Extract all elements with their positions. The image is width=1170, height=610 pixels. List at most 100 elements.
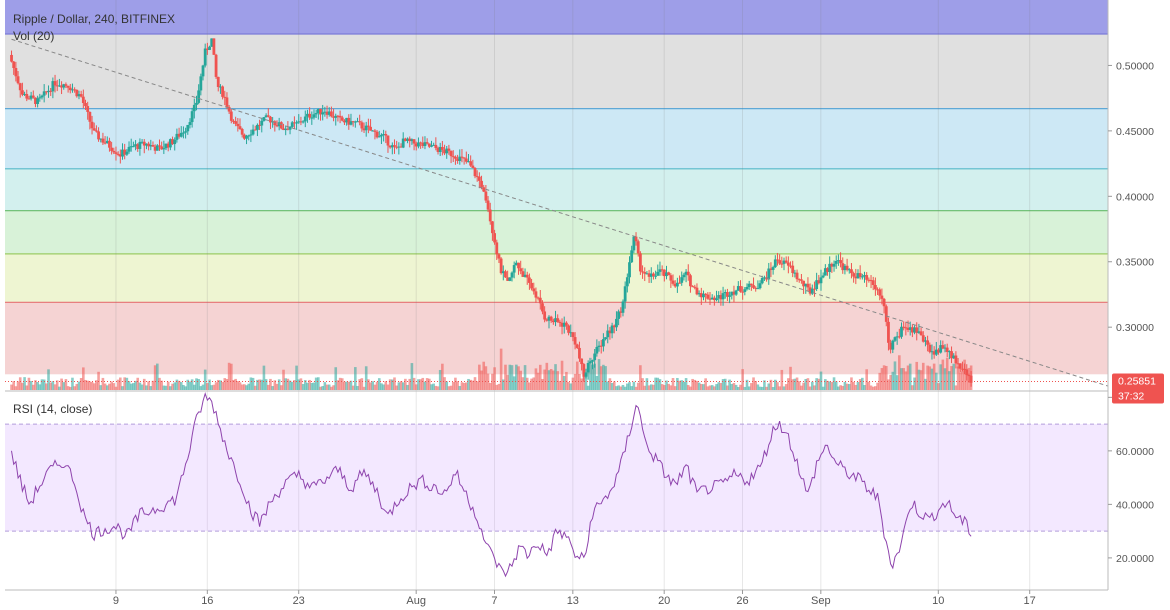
- candle-body: [458, 156, 462, 161]
- candle-body: [358, 121, 362, 123]
- candle-body: [719, 295, 723, 300]
- volume-bar: [826, 380, 829, 390]
- volume-bar: [338, 377, 342, 390]
- volume-bar: [639, 365, 642, 390]
- candle-body: [658, 269, 662, 272]
- candle-body: [62, 84, 66, 88]
- candle-body: [210, 38, 214, 47]
- candle-body: [793, 272, 797, 274]
- candle-body: [384, 134, 388, 136]
- fib-band: [5, 108, 1108, 169]
- candle-body: [634, 236, 638, 242]
- candle-body: [591, 360, 594, 362]
- volume-bar: [53, 384, 57, 390]
- volume-bar: [656, 377, 660, 390]
- volume-bar: [449, 385, 453, 390]
- candle-body: [160, 146, 164, 150]
- volume-bar: [902, 368, 905, 390]
- candle-body: [491, 221, 494, 234]
- volume-bar: [332, 385, 335, 390]
- volume-bar: [911, 385, 914, 390]
- candle-body: [662, 269, 666, 277]
- volume-bar: [898, 355, 901, 390]
- volume-bar: [552, 370, 555, 390]
- volume-bar: [438, 369, 442, 390]
- candle-body: [791, 265, 795, 274]
- candle-body: [969, 375, 973, 383]
- time-tick-label: 17: [1024, 595, 1036, 607]
- time-tick-label: 26: [736, 595, 748, 607]
- candle-body: [562, 322, 566, 327]
- candle-body: [125, 151, 129, 155]
- candle-body: [329, 111, 333, 117]
- volume-bar: [684, 378, 688, 390]
- volume-bar: [290, 381, 294, 390]
- candle-body: [917, 331, 921, 333]
- volume-bars: [10, 348, 973, 390]
- volume-bar: [354, 367, 357, 390]
- volume-bar: [240, 384, 244, 390]
- candle-body: [958, 363, 962, 369]
- volume-bar: [756, 384, 760, 390]
- volume-bar: [136, 377, 140, 390]
- candle-body: [288, 126, 292, 130]
- volume-bar: [428, 378, 431, 390]
- candle-body: [336, 115, 340, 117]
- candle-body: [140, 141, 144, 143]
- candle-body: [893, 337, 897, 341]
- volume-bar: [347, 381, 351, 390]
- candle-body: [517, 262, 520, 269]
- volume-bar: [817, 378, 821, 390]
- volume-bar: [251, 377, 255, 390]
- volume-bar: [358, 379, 361, 390]
- candle-body: [915, 327, 919, 333]
- volume-bar: [277, 379, 281, 390]
- volume-bar: [521, 377, 525, 390]
- candle-body: [164, 143, 168, 149]
- candle-body: [499, 258, 503, 274]
- volume-bar: [693, 379, 697, 390]
- volume-bar: [806, 378, 810, 390]
- candle-body: [828, 263, 832, 272]
- candle-body: [482, 187, 486, 192]
- candle-body: [856, 273, 860, 279]
- candle-body: [343, 120, 346, 123]
- volume-bar: [388, 379, 392, 390]
- candle-body: [123, 149, 127, 155]
- candle-body: [21, 90, 24, 95]
- volume-bar: [499, 348, 503, 390]
- volume-bar: [297, 379, 301, 390]
- volume-bar: [543, 369, 546, 390]
- volume-bar: [114, 386, 118, 390]
- volume-bar: [734, 384, 738, 390]
- candle-body: [569, 332, 573, 334]
- volume-bar: [227, 362, 231, 390]
- volume-bar: [813, 385, 816, 390]
- volume-bar: [47, 369, 50, 390]
- volume-bar: [441, 363, 444, 390]
- candle-body: [327, 111, 331, 115]
- volume-bar: [62, 382, 66, 390]
- volume-bar: [127, 381, 131, 390]
- volume-bar: [134, 380, 137, 390]
- candle-body: [393, 145, 396, 147]
- candle-body: [623, 286, 627, 302]
- candle-body: [445, 148, 449, 154]
- volume-bar: [92, 383, 96, 390]
- volume-bar: [314, 377, 318, 390]
- candle-body: [362, 128, 366, 131]
- volume-bar: [745, 379, 749, 390]
- volume-bar: [467, 378, 470, 390]
- candle-body: [649, 273, 653, 277]
- candle-body: [578, 347, 581, 359]
- volume-bar: [654, 377, 657, 390]
- candle-body: [952, 355, 956, 359]
- volume-bar: [830, 381, 834, 390]
- rsi-band-fill: [5, 424, 1108, 532]
- candle-body: [51, 81, 55, 92]
- volume-bar: [741, 369, 744, 390]
- candle-body: [227, 106, 231, 112]
- candle-body: [321, 112, 325, 115]
- candle-body: [784, 260, 788, 263]
- volume-bar: [554, 364, 557, 390]
